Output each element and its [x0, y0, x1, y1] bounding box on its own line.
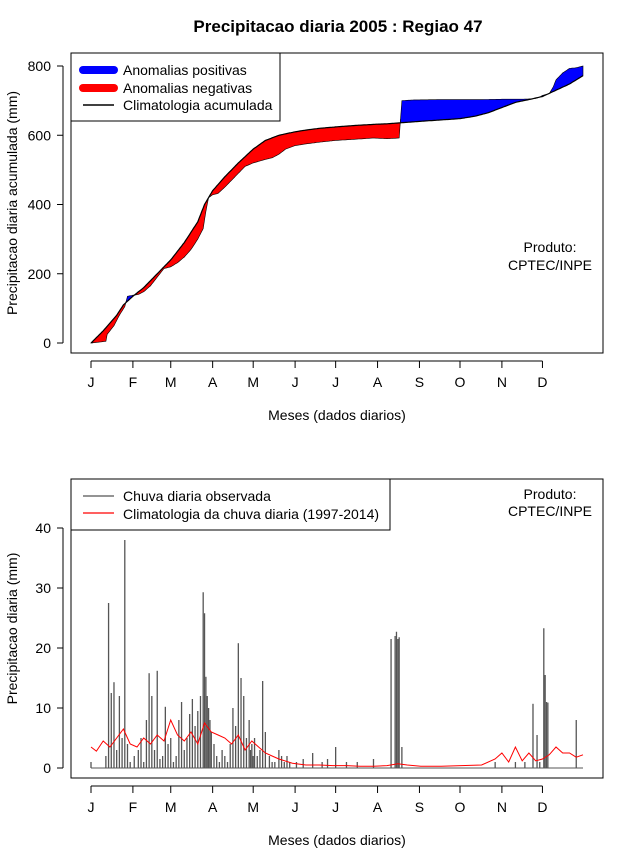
x-tick-label: A	[208, 799, 218, 815]
product-note-line2: CPTEC/INPE	[508, 257, 592, 273]
x-tick-label: N	[497, 374, 507, 390]
x-tick-label: S	[415, 374, 424, 390]
x-tick-label: J	[332, 374, 339, 390]
x-tick-label: O	[455, 374, 466, 390]
legend-box	[70, 478, 391, 531]
x-tick-label: D	[537, 799, 547, 815]
x-tick-label: M	[247, 374, 259, 390]
y-tick-label: 20	[35, 640, 51, 656]
y-tick-label: 10	[35, 700, 51, 716]
y-tick-label: 0	[43, 335, 51, 351]
y-axis-title: Precipitacao diaria acumulada (mm)	[4, 91, 20, 315]
x-tick-label: J	[88, 374, 95, 390]
legend-label: Anomalias negativas	[123, 80, 252, 96]
x-tick-label: J	[292, 799, 299, 815]
daily-climatology-line	[90, 718, 584, 767]
negative-anomaly-area	[135, 197, 209, 296]
x-tick-label: F	[129, 799, 138, 815]
legend: Chuva diaria observada Climatologia da ch…	[70, 478, 391, 531]
legend: Anomalias positivas Anomalias negativasCl…	[70, 52, 281, 122]
y-axis-title: Precipitacao diaria (mm)	[4, 553, 20, 705]
legend-label: Chuva diaria observada	[123, 488, 271, 504]
x-tick-label: N	[497, 799, 507, 815]
y-tick-label: 40	[35, 520, 51, 536]
x-tick-label: M	[165, 799, 177, 815]
x-axis-title: Meses (dados diarios)	[268, 832, 406, 848]
x-tick-label: A	[208, 374, 218, 390]
y-tick-label: 800	[28, 58, 52, 74]
x-tick-label: A	[373, 799, 383, 815]
x-tick-label: A	[373, 374, 383, 390]
y-tick-label: 600	[28, 127, 52, 143]
product-note-line1: Produto:	[524, 239, 577, 255]
x-axis-title: Meses (dados diarios)	[268, 407, 406, 423]
x-tick-label: D	[537, 374, 547, 390]
product-note-line2: CPTEC/INPE	[508, 503, 592, 519]
negative-anomaly-area	[209, 119, 401, 198]
plot-frame	[70, 52, 604, 354]
product-note-line1: Produto:	[524, 486, 577, 502]
climatology-line	[90, 75, 584, 344]
x-tick-label: S	[415, 799, 424, 815]
daily-panel: 0 10 20 30 40 J F M A M J J A S O N D Meses (dados diario…	[4, 478, 604, 848]
x-tick-label: O	[455, 799, 466, 815]
accumulated-panel: 0 200 400 600 800 J F M A M J J A S O N D Meses (dados di…	[4, 52, 604, 423]
legend-label: Anomalias positivas	[123, 62, 247, 78]
positive-anomaly-area	[400, 98, 534, 124]
x-tick-label: M	[247, 799, 259, 815]
x-tick-label: J	[88, 799, 95, 815]
daily-plot-area	[90, 540, 584, 769]
figure-title: Precipitacao diaria 2005 : Regiao 47	[193, 17, 482, 36]
y-tick-label: 30	[35, 580, 51, 596]
x-tick-label: F	[129, 374, 138, 390]
x-tick-label: J	[292, 374, 299, 390]
legend-label: Climatologia acumulada	[123, 97, 273, 113]
x-tick-label: M	[165, 374, 177, 390]
legend-label: Climatologia da chuva diaria (1997-2014)	[123, 506, 379, 522]
y-tick-label: 400	[28, 197, 52, 213]
y-tick-label: 0	[43, 760, 51, 776]
x-tick-label: J	[332, 799, 339, 815]
y-tick-label: 200	[28, 266, 52, 282]
